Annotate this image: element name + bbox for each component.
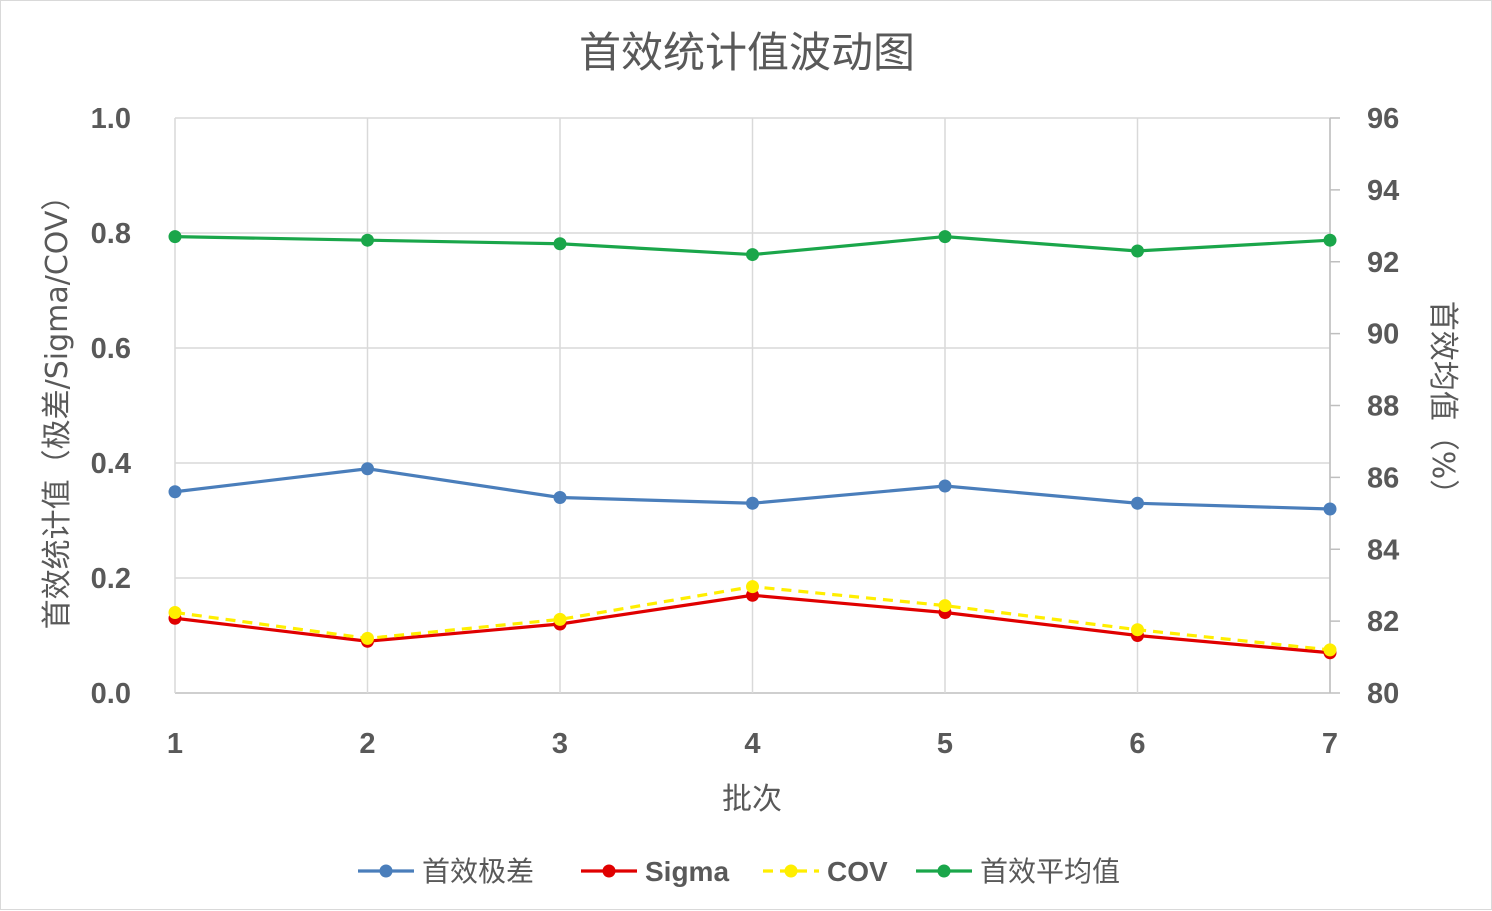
right-tick-label: 96: [1367, 103, 1399, 135]
series-3-point: [361, 233, 374, 247]
legend: 首效极差 Sigma COV 首效平均值: [358, 855, 1120, 888]
left-tick-label: 0.2: [91, 563, 131, 595]
legend-label-2: COV: [827, 856, 888, 887]
left-tick-label: 1.0: [91, 103, 131, 135]
x-tick-label: 7: [1322, 728, 1338, 760]
right-tick-label: 82: [1367, 606, 1399, 638]
chart-title: 首效统计值波动图: [579, 28, 915, 77]
left-tick-label: 0.4: [91, 448, 131, 480]
x-axis-title: 批次: [722, 782, 782, 817]
series-3-point: [1323, 233, 1337, 247]
series-2-point: [1323, 643, 1337, 657]
series-0-point: [168, 485, 182, 499]
x-tick-label: 6: [1129, 728, 1145, 760]
x-tick-label: 3: [552, 728, 568, 760]
series-0-point: [361, 462, 374, 476]
legend-label-3: 首效平均值: [980, 855, 1120, 888]
left-axis-ticks: 0.0 0.2 0.4 0.6 0.8 1.0: [91, 103, 131, 710]
series-3-point: [553, 237, 567, 251]
legend-marker-1: [602, 864, 616, 878]
right-axis-title: 首效均值（%）: [1425, 301, 1460, 510]
legend-label-0: 首效极差: [422, 855, 534, 888]
right-tick-label: 86: [1367, 462, 1399, 494]
left-tick-label: 0.8: [91, 218, 131, 250]
legend-label-1: Sigma: [645, 856, 729, 887]
legend-marker-0: [379, 864, 393, 878]
x-tick-label: 1: [167, 728, 183, 760]
series-2-point: [168, 606, 182, 619]
x-tick-label: 5: [937, 728, 953, 760]
series-0-point: [938, 479, 952, 493]
gridlines: [174, 117, 1340, 694]
series-layer: [168, 230, 1337, 660]
series-2-point: [1131, 623, 1144, 637]
series-3-point: [938, 230, 952, 244]
right-tick-label: 84: [1367, 534, 1399, 566]
right-tick-label: 90: [1367, 319, 1399, 351]
series-3-point: [168, 230, 182, 244]
series-0-point: [1131, 496, 1144, 510]
series-3-point: [1131, 244, 1144, 258]
series-0-point: [553, 491, 567, 504]
right-tick-label: 94: [1367, 175, 1399, 207]
right-tick-label: 80: [1367, 678, 1399, 710]
right-tick-label: 88: [1367, 391, 1399, 423]
legend-marker-3: [937, 864, 951, 878]
right-axis-ticks: 80 82 84 86 88 90 92 94 96: [1367, 103, 1399, 710]
left-tick-label: 0.6: [91, 333, 131, 365]
legend-marker-2: [784, 864, 798, 878]
series-3-point: [746, 248, 759, 262]
series-0-point: [1323, 502, 1337, 516]
series-2-point: [938, 599, 952, 613]
series-2-point: [746, 580, 759, 594]
x-tick-label: 4: [744, 728, 760, 760]
left-axis-title: 首效统计值（极差/Sigma/COV）: [40, 181, 75, 630]
series-2-point: [553, 612, 567, 626]
series-2-point: [361, 631, 374, 645]
right-tick-label: 92: [1367, 247, 1399, 279]
x-tick-label: 2: [359, 728, 375, 760]
x-axis-ticks: 1 2 3 4 5 6 7: [167, 728, 1338, 760]
left-tick-label: 0.0: [91, 678, 131, 710]
series-0-point: [746, 496, 759, 510]
